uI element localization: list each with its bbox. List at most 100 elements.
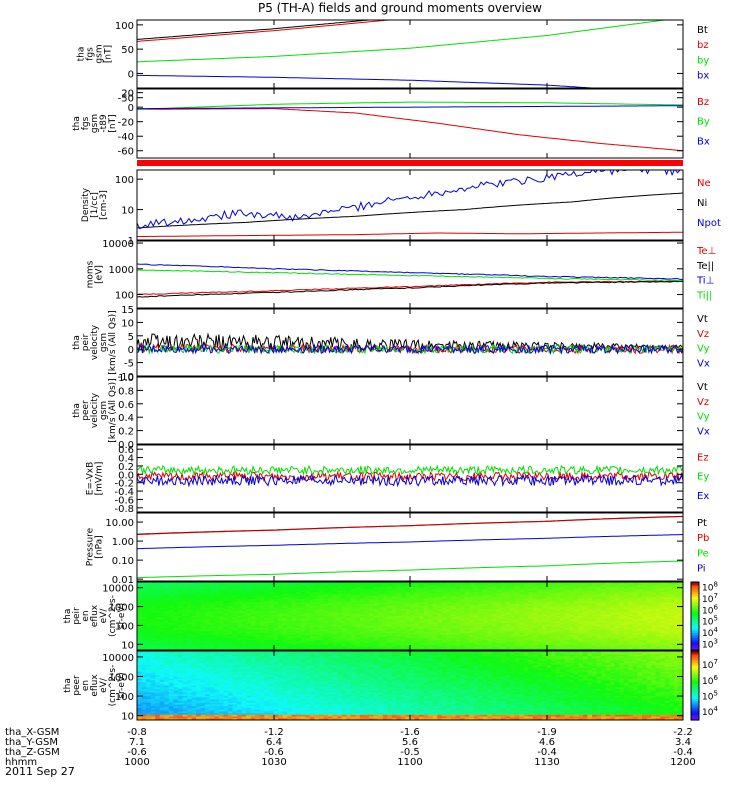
heatmap-cell xyxy=(655,626,661,629)
heatmap-cell xyxy=(141,624,147,627)
heatmap-cell xyxy=(450,597,457,600)
heatmap-cell xyxy=(305,590,311,593)
heatmap-cell xyxy=(564,639,570,643)
heatmap-cell xyxy=(582,600,589,603)
heatmap-cell xyxy=(182,592,188,595)
heatmap-cell xyxy=(564,624,570,627)
heatmap-cell xyxy=(305,593,311,597)
heatmap-cell xyxy=(505,612,511,615)
heatmap-cell xyxy=(314,648,320,650)
heatmap-cell xyxy=(246,627,252,631)
heatmap-cell xyxy=(287,634,293,637)
series-line-Te|| xyxy=(137,280,683,298)
heatmap-cell xyxy=(268,626,275,629)
heatmap-cell xyxy=(428,588,434,592)
heatmap-cell xyxy=(359,626,366,629)
heatmap-cell xyxy=(546,639,552,643)
heatmap-cell xyxy=(596,588,602,592)
heatmap-cell xyxy=(596,600,602,603)
heatmap-cell xyxy=(514,638,520,641)
heatmap-cell xyxy=(464,644,470,648)
heatmap-cell xyxy=(164,641,170,644)
heatmap-cell xyxy=(282,597,288,600)
heatmap-cell xyxy=(223,633,229,636)
heatmap-cell xyxy=(164,638,170,641)
heatmap-cell xyxy=(141,614,147,617)
heatmap-cell xyxy=(355,626,361,629)
heatmap-cell xyxy=(523,614,529,617)
heatmap-cell xyxy=(173,614,179,617)
heatmap-cell xyxy=(187,629,193,632)
heatmap-cell xyxy=(182,631,188,634)
heatmap-cell xyxy=(319,631,325,634)
heatmap-cell xyxy=(660,590,666,593)
heatmap-cell xyxy=(450,644,457,648)
heatmap-cell xyxy=(510,595,516,598)
heatmap-cell xyxy=(305,622,311,626)
heatmap-cell xyxy=(382,609,388,612)
heatmap-cell xyxy=(259,585,265,588)
heatmap-cell xyxy=(460,648,466,650)
heatmap-cell xyxy=(250,616,256,619)
heatmap-cell xyxy=(532,627,538,631)
heatmap-cell xyxy=(141,604,147,607)
heatmap-cell xyxy=(296,617,302,620)
heatmap-cell xyxy=(482,597,488,600)
heatmap-cell xyxy=(259,648,265,650)
heatmap-cell xyxy=(551,621,557,624)
heatmap-cell xyxy=(369,633,375,636)
heatmap-cell xyxy=(159,588,165,592)
heatmap-cell xyxy=(491,648,498,650)
heatmap-cell xyxy=(432,592,438,595)
heatmap-cell xyxy=(655,643,661,646)
heatmap-cell xyxy=(341,648,347,650)
heatmap-cell xyxy=(177,629,184,632)
heatmap-cell xyxy=(168,643,174,646)
heatmap-cell xyxy=(378,633,384,636)
heatmap-cell xyxy=(337,627,343,631)
heatmap-cell xyxy=(414,648,420,650)
heatmap-cell xyxy=(460,624,466,627)
heatmap-cell xyxy=(601,609,607,612)
heatmap-cell xyxy=(592,644,598,648)
heatmap-cell xyxy=(405,582,411,585)
heatmap-cell xyxy=(628,614,634,617)
heatmap-cell xyxy=(264,631,270,634)
y-tick-label: 100 xyxy=(115,175,134,186)
heatmap-cell xyxy=(209,629,215,632)
heatmap-cell xyxy=(573,621,579,624)
heatmap-cell xyxy=(505,597,511,600)
heatmap-cell xyxy=(387,641,393,644)
heatmap-cell xyxy=(414,604,420,607)
heatmap-cell xyxy=(396,614,402,617)
heatmap-cell xyxy=(601,629,607,632)
heatmap-cell xyxy=(337,588,343,592)
heatmap-cell xyxy=(250,587,256,590)
heatmap-cell xyxy=(651,604,657,607)
legend-entry-Bx: Bx xyxy=(697,136,710,147)
heatmap-cell xyxy=(501,639,507,643)
heatmap-cell xyxy=(642,621,648,624)
heatmap-cell xyxy=(382,599,388,602)
heatmap-cell xyxy=(137,590,143,593)
heatmap-cell xyxy=(491,585,498,588)
heatmap-cell xyxy=(332,643,338,646)
heatmap-cell xyxy=(469,636,475,639)
heatmap-cell xyxy=(296,590,302,593)
heatmap-cell xyxy=(637,597,643,600)
heatmap-cell xyxy=(337,587,343,590)
heatmap-cell xyxy=(587,597,593,600)
heatmap-cell xyxy=(637,631,643,634)
heatmap-cell xyxy=(614,626,620,629)
heatmap-cell xyxy=(523,617,529,620)
heatmap-cell xyxy=(487,610,493,614)
heatmap-cell xyxy=(296,627,302,631)
heatmap-cell xyxy=(460,639,466,643)
heatmap-cell xyxy=(428,643,434,646)
heatmap-cell xyxy=(291,624,297,627)
heatmap-cell xyxy=(519,648,525,650)
heatmap-cell xyxy=(396,583,402,586)
heatmap-cell xyxy=(264,604,270,607)
heatmap-cell xyxy=(496,612,502,615)
heatmap-cell xyxy=(187,593,193,597)
